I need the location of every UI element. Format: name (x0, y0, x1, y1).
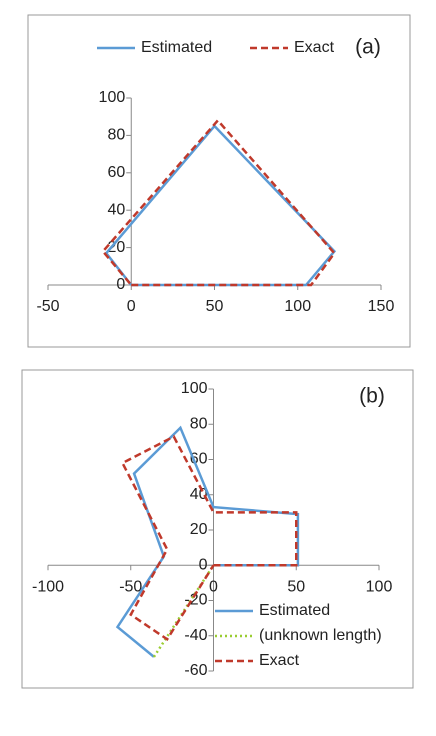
series-line (104, 124, 337, 287)
y-tick-label: -60 (184, 662, 207, 679)
series-line (115, 425, 300, 658)
legend-label: (unknown length) (259, 627, 382, 644)
x-tick-label: 50 (287, 578, 305, 595)
x-tick-label: 0 (209, 578, 218, 595)
legend-label: Exact (294, 39, 335, 56)
panel-frame (21, 369, 414, 689)
panel-label: (b) (359, 385, 385, 408)
y-tick-label: -40 (184, 627, 207, 644)
y-tick-label: 60 (107, 164, 125, 181)
x-tick-label: 150 (368, 298, 395, 315)
legend-label: Exact (259, 652, 300, 669)
x-tick-label: 100 (284, 298, 311, 315)
panel-frame (27, 14, 411, 348)
y-tick-label: 0 (116, 276, 125, 293)
y-tick-label: 100 (99, 89, 126, 106)
y-tick-label: 80 (107, 127, 125, 144)
series-line (152, 564, 215, 658)
y-tick-label: 20 (107, 239, 125, 256)
y-tick-label: 20 (190, 521, 208, 538)
legend-label: Estimated (141, 39, 212, 56)
y-tick-label: 80 (190, 415, 208, 432)
y-tick-label: 0 (199, 556, 208, 573)
x-tick-label: 0 (127, 298, 136, 315)
series-line (120, 434, 298, 642)
legend-label: Estimated (259, 602, 330, 619)
y-tick-label: 40 (107, 201, 125, 218)
x-tick-label: 50 (206, 298, 224, 315)
panel-label: (a) (355, 36, 381, 59)
x-tick-label: -50 (36, 298, 59, 315)
x-tick-label: -50 (119, 578, 142, 595)
y-tick-label: 100 (181, 380, 208, 397)
x-tick-label: -100 (32, 578, 64, 595)
series-line (101, 118, 336, 287)
x-tick-label: 100 (366, 578, 393, 595)
